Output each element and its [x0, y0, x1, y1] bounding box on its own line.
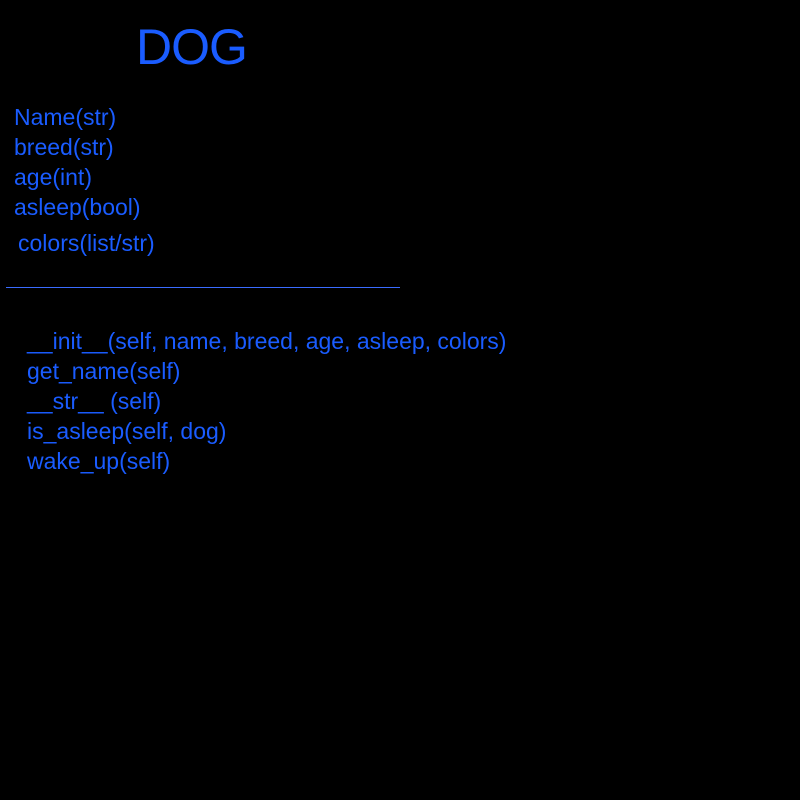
method-wake-up: wake_up(self) [27, 448, 171, 474]
section-divider [6, 287, 400, 288]
attribute-name: Name(str) [14, 104, 117, 130]
method-str: __str__ (self) [27, 388, 162, 414]
class-name: DOG [136, 19, 248, 75]
method-init: __init__(self, name, breed, age, asleep,… [27, 328, 507, 354]
attribute-breed: breed(str) [14, 134, 114, 160]
attribute-asleep: asleep(bool) [14, 194, 141, 220]
attribute-colors: colors(list/str) [18, 230, 155, 256]
method-is-asleep: is_asleep(self, dog) [27, 418, 227, 444]
method-get-name: get_name(self) [27, 358, 181, 384]
attribute-age: age(int) [14, 164, 92, 190]
